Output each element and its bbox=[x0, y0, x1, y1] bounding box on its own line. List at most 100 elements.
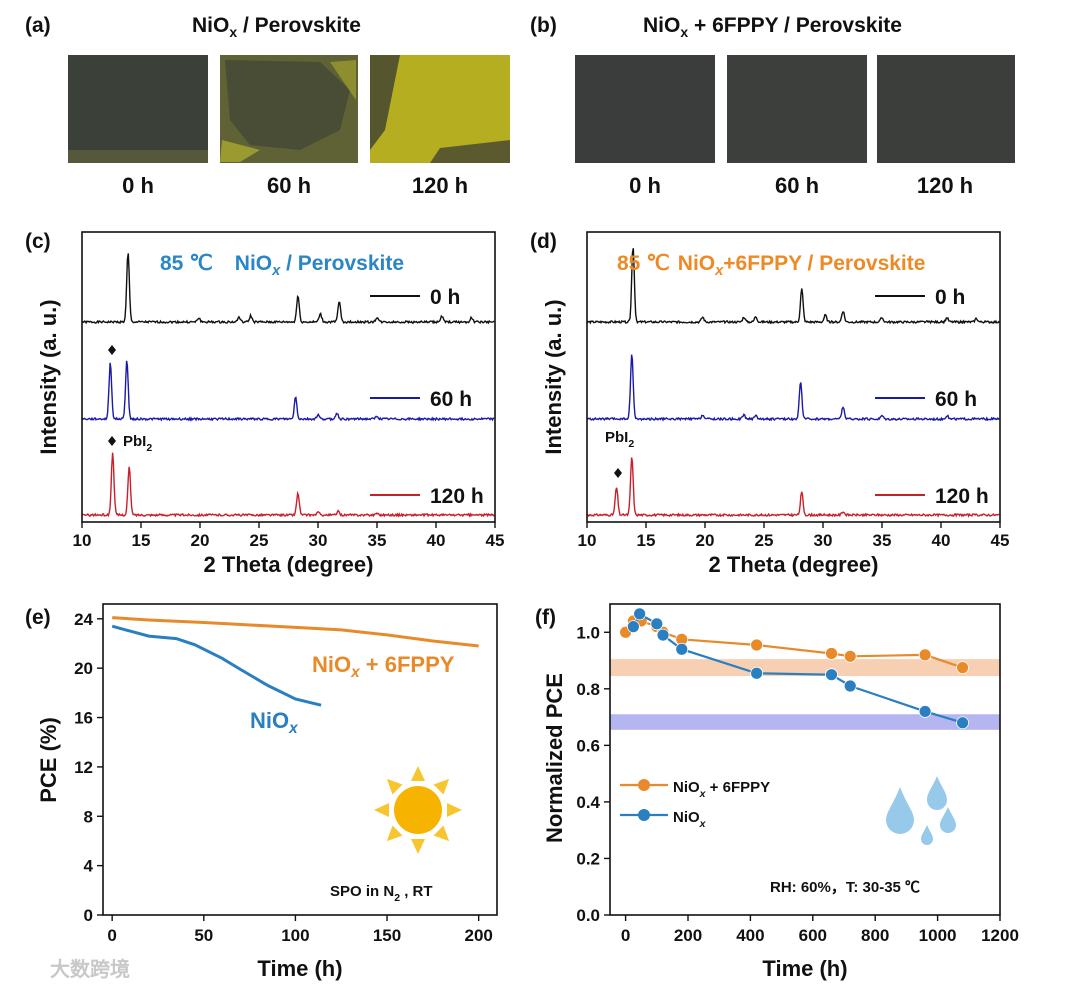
panel-label-e: (e) bbox=[25, 606, 51, 629]
y-tick-label: 0.0 bbox=[576, 906, 600, 925]
x-tick-label: 10 bbox=[73, 531, 92, 550]
xrd-series-60h bbox=[81, 360, 495, 422]
photo-b-60h bbox=[727, 55, 867, 163]
legend-label: NiOx + 6FPPY bbox=[673, 779, 770, 800]
water-drops-icon bbox=[886, 776, 956, 845]
panel-label-f: (f) bbox=[535, 606, 556, 629]
x-tick-label: 400 bbox=[736, 926, 764, 945]
legend-label: 0 h bbox=[935, 286, 965, 309]
series-label: NiOx bbox=[250, 708, 299, 737]
y-tick-label: 8 bbox=[84, 807, 93, 826]
threshold-band bbox=[610, 659, 1000, 677]
x-tick-label: 800 bbox=[861, 926, 889, 945]
legend-label: 120 h bbox=[935, 485, 989, 508]
x-tick-label: 45 bbox=[486, 531, 505, 550]
plot-frame bbox=[609, 603, 1001, 916]
data-point bbox=[750, 666, 764, 680]
y-tick-label: 0.8 bbox=[576, 680, 600, 699]
pbi2-marker-icon bbox=[108, 436, 116, 446]
photo-a-120h bbox=[370, 55, 510, 163]
x-tick-label: 150 bbox=[373, 926, 401, 945]
pbi2-marker-icon bbox=[108, 345, 116, 355]
series-label: NiOx + 6FPPY bbox=[312, 652, 455, 681]
legend-marker bbox=[638, 779, 650, 791]
data-point bbox=[918, 705, 932, 718]
data-point bbox=[956, 661, 969, 675]
series-line bbox=[112, 616, 479, 648]
photo-a-60h bbox=[220, 55, 358, 163]
legend-label: 60 h bbox=[430, 388, 472, 411]
pbi2-label: PbI2 bbox=[123, 433, 152, 454]
x-tick-label: 1000 bbox=[919, 926, 957, 945]
y-tick-label: 0 bbox=[84, 906, 93, 925]
y-axis-label: PCE (%) bbox=[36, 717, 61, 803]
plot-frame bbox=[586, 231, 1001, 523]
data-point bbox=[650, 617, 664, 631]
condition-annotation: RH: 60%，T: 30-35 ℃ bbox=[770, 879, 920, 896]
x-tick-label: 600 bbox=[799, 926, 827, 945]
y-tick-label: 16 bbox=[74, 709, 93, 728]
panel-label-b: (b) bbox=[530, 14, 557, 37]
data-point bbox=[656, 628, 670, 642]
x-tick-label: 25 bbox=[250, 531, 269, 550]
threshold-band bbox=[610, 714, 1000, 730]
y-tick-label: 4 bbox=[84, 857, 94, 876]
x-tick-label: 50 bbox=[194, 926, 213, 945]
xrd-chart-c: 0 h 60 h 120 h 10 15 20 25 30 35 40 45 2 Theta (deg… bbox=[36, 231, 505, 577]
x-axis-label: 2 Theta (degree) bbox=[709, 552, 879, 577]
y-tick-label: 24 bbox=[74, 610, 93, 629]
y-axis-label: Normalized PCE bbox=[542, 673, 567, 843]
panel-label-c: (c) bbox=[25, 230, 51, 253]
x-tick-label: 0 bbox=[621, 926, 630, 945]
x-tick-label: 40 bbox=[932, 531, 951, 550]
sun-icon bbox=[374, 766, 462, 854]
condition-annotation: SPO in N2 , RT bbox=[330, 883, 433, 904]
y-tick-label: 1.0 bbox=[576, 623, 600, 642]
x-tick-label: 35 bbox=[368, 531, 387, 550]
y-tick-label: 0.4 bbox=[576, 793, 600, 812]
data-point bbox=[956, 716, 969, 730]
data-point bbox=[627, 620, 640, 634]
xrd-series-0h bbox=[81, 253, 495, 325]
xrd-series-120h bbox=[586, 457, 1000, 518]
x-tick-label: 20 bbox=[696, 531, 715, 550]
x-tick-label: 0 bbox=[107, 926, 116, 945]
xrd-series-60h bbox=[586, 354, 1000, 422]
panel-label-a: (a) bbox=[25, 14, 51, 37]
xrd-chart-d: 0 h 60 h 120 h 10 15 20 25 30 35 40 45 2 Theta (deg… bbox=[541, 231, 1009, 577]
x-tick-label: 25 bbox=[755, 531, 774, 550]
inner-title: 85 ℃ NiOx+6FPPY / Perovskite bbox=[617, 252, 925, 279]
photo-a-0h bbox=[68, 55, 208, 163]
legend-label: 0 h bbox=[430, 286, 460, 309]
x-axis-label: Time (h) bbox=[257, 956, 342, 981]
legend-label: 120 h bbox=[430, 485, 484, 508]
y-tick-label: 20 bbox=[74, 659, 93, 678]
y-axis-label: Intensity (a. u.) bbox=[541, 299, 566, 454]
data-point bbox=[750, 638, 764, 652]
watermark: 大数跨境 bbox=[50, 957, 130, 981]
panel-a-title: NiOx / Perovskite bbox=[192, 14, 361, 40]
x-tick-label: 15 bbox=[132, 531, 151, 550]
caption-b-60h: 60 h bbox=[775, 173, 819, 198]
data-point bbox=[825, 668, 838, 682]
x-tick-label: 20 bbox=[191, 531, 210, 550]
x-tick-label: 1200 bbox=[981, 926, 1019, 945]
x-tick-label: 30 bbox=[309, 531, 328, 550]
x-tick-label: 30 bbox=[814, 531, 833, 550]
x-tick-label: 10 bbox=[578, 531, 597, 550]
legend-label: 60 h bbox=[935, 388, 977, 411]
pce-chart-e: NiOx + 6FPPY NiOx 0 50 100 150 200 0 4 8 12 16 20 24 T… bbox=[36, 603, 498, 981]
y-tick-label: 12 bbox=[74, 758, 93, 777]
data-point bbox=[843, 649, 857, 663]
legend-label: NiOx bbox=[673, 809, 707, 830]
caption-a-0h: 0 h bbox=[122, 173, 154, 198]
x-tick-label: 15 bbox=[637, 531, 656, 550]
legend-marker bbox=[638, 809, 650, 821]
x-tick-label: 100 bbox=[281, 926, 309, 945]
y-tick-label: 0.2 bbox=[576, 849, 600, 868]
plot-frame bbox=[102, 603, 498, 916]
plot-frame bbox=[81, 231, 496, 523]
data-point bbox=[675, 642, 689, 656]
caption-b-0h: 0 h bbox=[629, 173, 661, 198]
